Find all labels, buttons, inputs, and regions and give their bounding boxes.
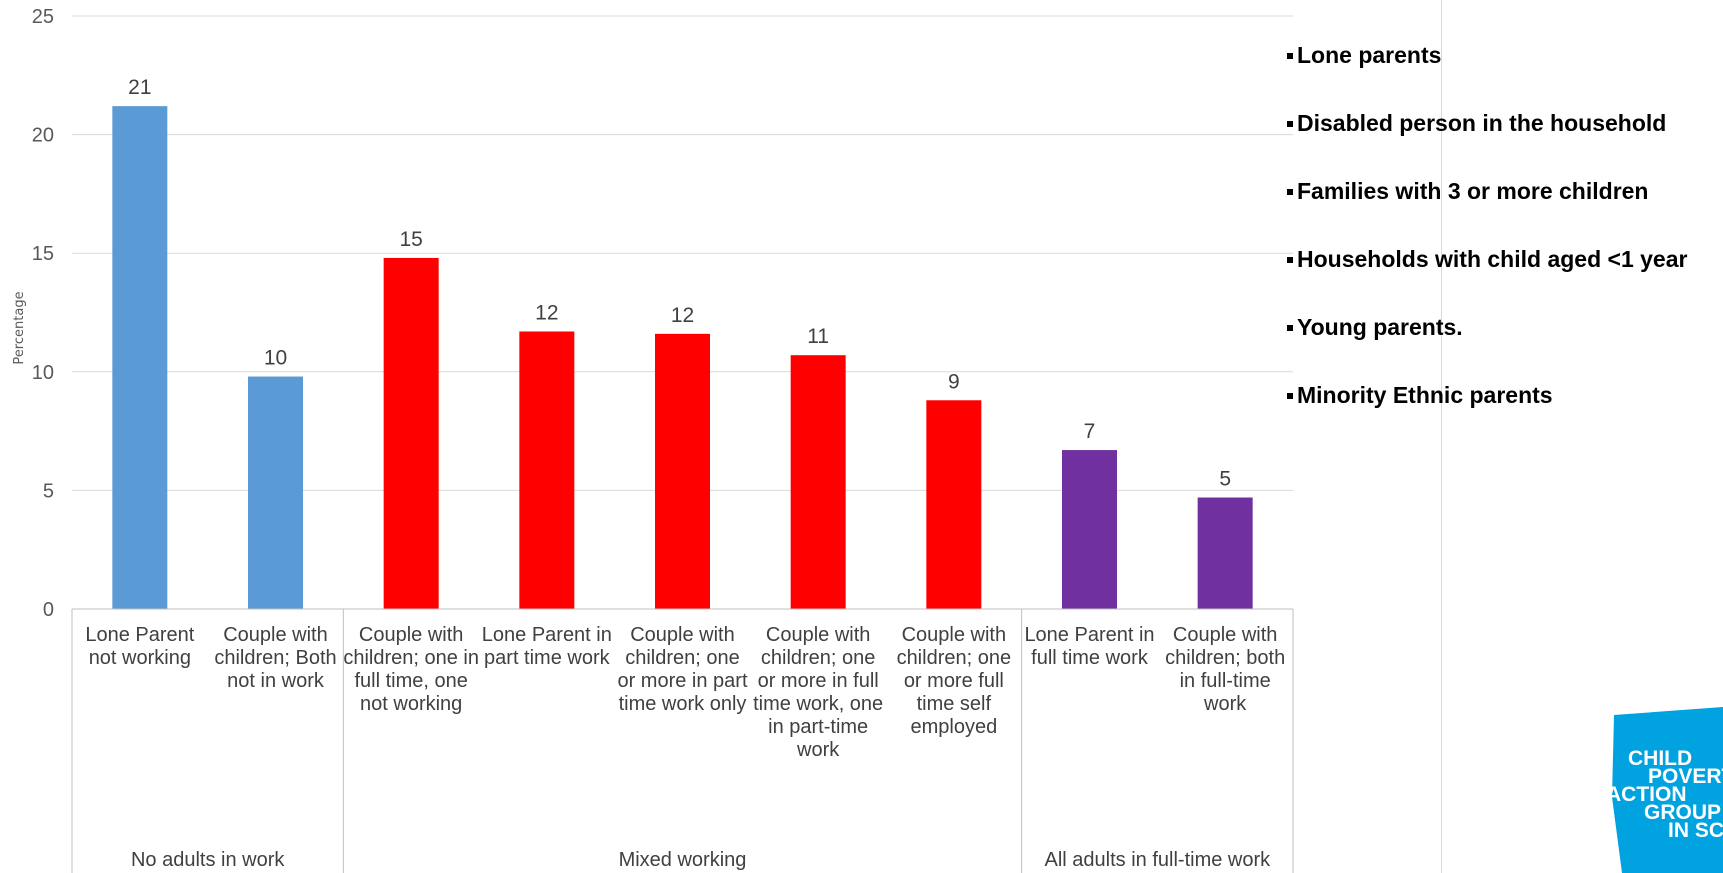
logo-line-2: POVERTY [1648,765,1723,788]
bullet-square-icon [1287,121,1293,127]
category-label: Couple with children; one or more in part t… [617,624,747,715]
data-label: 21 [128,76,151,99]
bar [1197,497,1253,609]
divider-line [1441,0,1442,873]
data-labels: 21 10 15 12 12 11 9 7 5 [128,76,1231,490]
bar [926,400,982,609]
bullet-item: Lone parents [1287,40,1717,70]
data-label: 7 [1084,420,1096,443]
y-tick-label: 0 [43,599,54,621]
bar [383,257,439,609]
bar [655,333,710,609]
y-axis-ticks: 0 5 10 15 20 25 [32,6,54,621]
y-tick-label: 5 [43,480,54,502]
data-label: 9 [948,370,960,393]
category-labels: Lone Parent not working Couple with childre… [85,624,1285,761]
category-label: Lone Parent not working [85,624,194,669]
data-label: 11 [807,325,829,348]
data-label: 12 [535,301,558,324]
logo-line-5: IN SCOTLAND [1668,819,1723,842]
bullet-item: Households with child aged <1 year [1287,244,1717,274]
bullet-square-icon [1287,393,1293,399]
y-tick-label: 20 [32,125,54,147]
bullet-square-icon [1287,189,1293,195]
group-label: Mixed working [619,849,747,871]
category-label: Couple with children; one or more full time… [897,624,1012,738]
bullet-item: Disabled person in the household [1287,108,1717,138]
data-label: 12 [671,304,694,327]
bar [112,106,168,610]
bar [790,355,846,609]
category-label: Lone Parent in part time work [482,624,612,669]
cpag-logo: CHILD POVERTY ACTION GROUP IN SCOTLAND [1606,707,1723,873]
logo-line-4: GROUP [1644,801,1721,824]
category-label: Lone Parent in full time work [1024,624,1154,669]
y-tick-label: 10 [32,362,54,384]
bars [112,106,1253,610]
bullet-square-icon [1287,53,1293,59]
bullet-item: Families with 3 or more children [1287,176,1717,206]
group-label: All adults in full-time work [1045,849,1272,871]
bar [1062,450,1117,609]
bullet-list: Lone parents Disabled person in the hous… [1287,40,1717,448]
category-label: Couple with children; both in full-time wor… [1165,624,1285,715]
data-label: 10 [264,347,287,370]
bar [248,376,303,609]
x-axis [71,608,1294,873]
group-label: No adults in work [131,849,285,871]
data-label: 15 [399,228,422,251]
category-label: Couple with children; Both not in work [214,624,336,692]
logo-line-3: ACTION [1606,783,1687,806]
y-tick-label: 25 [32,6,54,28]
bullet-square-icon [1287,257,1293,263]
group-labels: No adults in work Mixed working All adults… [131,849,1271,871]
bullet-item: Young parents. [1287,312,1717,342]
bullet-square-icon [1287,325,1293,331]
category-label: Couple with children; one or more in full t… [753,624,883,761]
logo-shape [1612,707,1723,873]
bar [519,331,575,609]
y-tick-label: 15 [32,243,54,265]
category-label: Couple with children; one in full time, on… [343,624,479,715]
logo-line-1: CHILD [1628,747,1692,770]
bullet-item: Minority Ethnic parents [1287,380,1717,410]
data-label: 5 [1219,468,1231,491]
y-axis-label: Percentage [12,291,27,364]
